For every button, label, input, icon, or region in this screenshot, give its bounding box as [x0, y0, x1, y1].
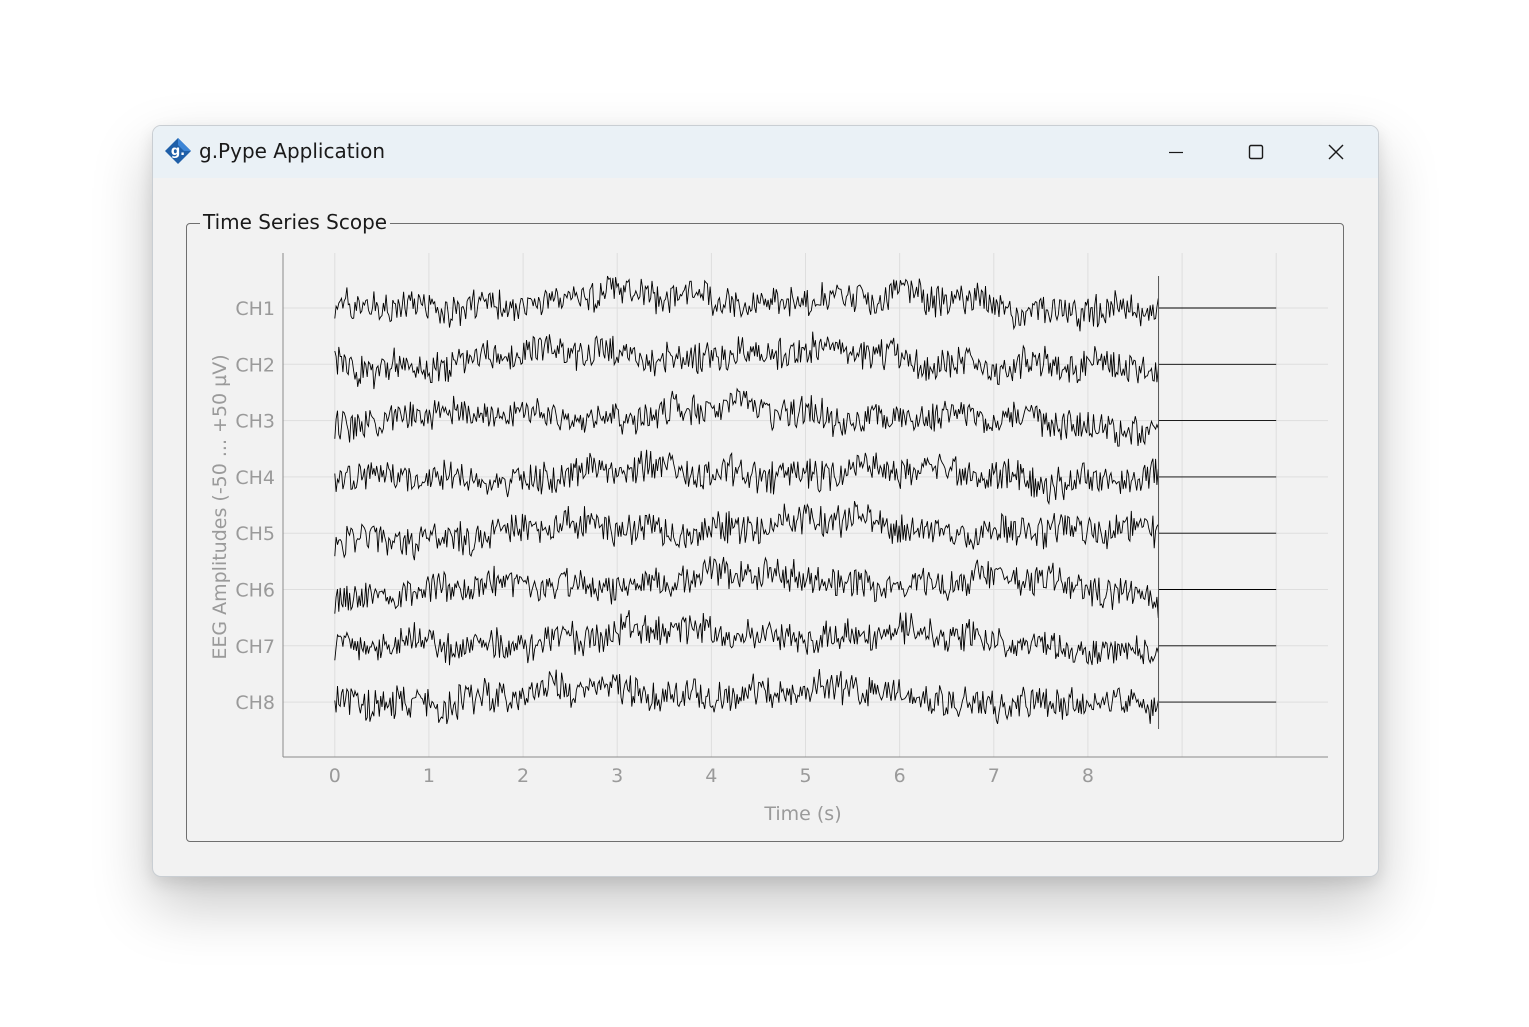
minimize-button[interactable] — [1136, 126, 1216, 178]
x-tick-label: 2 — [517, 765, 529, 787]
x-tick-label: 5 — [799, 765, 811, 787]
g-logo-icon: g. — [165, 138, 191, 164]
trace-ch1 — [334, 275, 1277, 332]
x-tick-label: 4 — [705, 765, 717, 787]
maximize-button[interactable] — [1216, 126, 1296, 178]
x-tick-label: 7 — [988, 765, 1000, 787]
x-tick-label: 0 — [329, 765, 341, 787]
trace-ch5 — [334, 500, 1277, 561]
x-tick-label: 1 — [423, 765, 435, 787]
trace-ch4 — [334, 449, 1277, 506]
x-axis-label: Time (s) — [763, 803, 841, 825]
app-window: g. g.Pype Application Time Series Scope … — [152, 125, 1379, 877]
time-series-scope-group — [186, 223, 1344, 842]
channel-label-ch7: CH7 — [235, 636, 275, 658]
channel-label-ch1: CH1 — [235, 298, 275, 320]
close-icon — [1328, 144, 1344, 160]
time-series-chart: 0 1 2 3 4 5 6 7 8 CH1 CH2 CH3 CH4 CH5 CH6 CH7 CH8 Time (s… — [209, 253, 1328, 825]
x-tick-label: 8 — [1082, 765, 1094, 787]
trace-ch3 — [334, 387, 1277, 447]
title-bar[interactable]: g. g.Pype Application — [153, 126, 1378, 178]
x-tick-label: 6 — [894, 765, 906, 787]
trace-ch6 — [334, 556, 1277, 619]
y-axis-label: EEG Amplitudes (-50 ... +50 µV) — [209, 354, 231, 659]
maximize-icon — [1248, 144, 1264, 160]
channel-label-ch3: CH3 — [235, 411, 275, 433]
channel-label-ch6: CH6 — [235, 580, 275, 602]
trace-ch7 — [334, 610, 1277, 666]
close-button[interactable] — [1296, 126, 1376, 178]
channel-label-ch4: CH4 — [235, 467, 275, 489]
minimize-icon — [1169, 151, 1183, 154]
trace-ch8 — [334, 668, 1277, 725]
channel-label-ch2: CH2 — [235, 354, 275, 376]
window-title: g.Pype Application — [199, 139, 386, 163]
group-title: Time Series Scope — [200, 210, 391, 234]
svg-text:g.: g. — [171, 144, 185, 159]
channel-label-ch8: CH8 — [235, 692, 275, 714]
x-tick-label: 3 — [611, 765, 623, 787]
trace-ch2 — [334, 331, 1277, 390]
channel-label-ch5: CH5 — [235, 523, 275, 545]
